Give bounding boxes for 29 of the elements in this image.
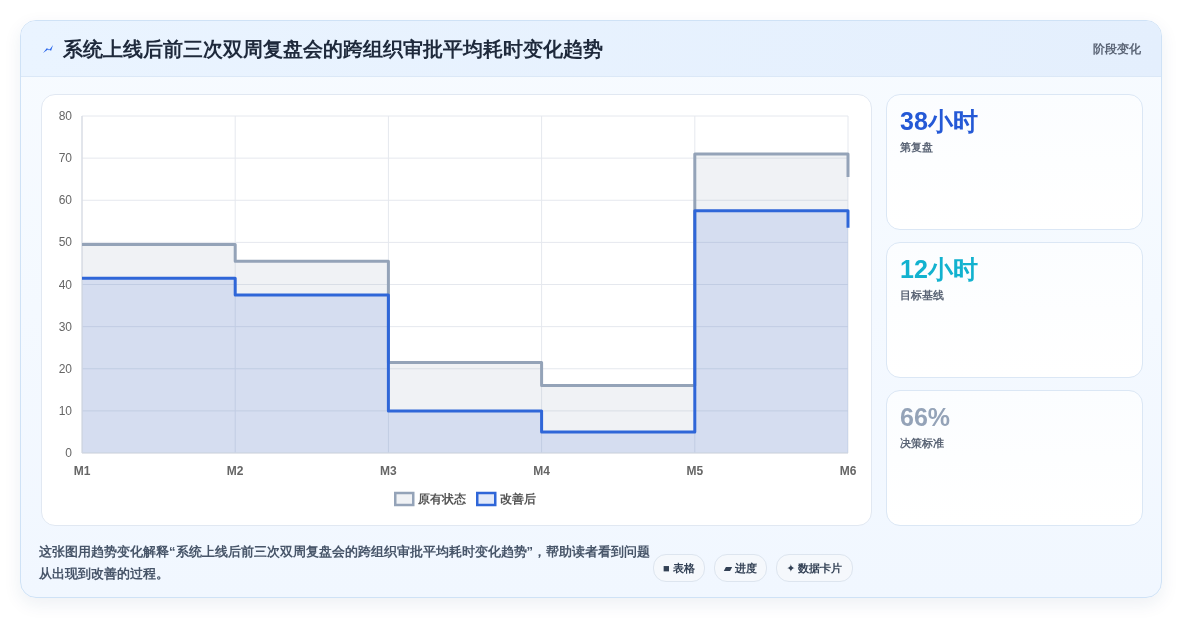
text: ✦ 数据卡片: [776, 554, 853, 582]
chart-title: 系统上线后前三次双周复盘会的跨组织审批平均耗时变化趋势: [63, 37, 603, 62]
y-tick-label: 80: [58, 109, 73, 123]
y-tick-label: 40: [58, 277, 73, 292]
y-tick-label: 70: [58, 151, 73, 166]
x-tick-label: M6: [839, 464, 857, 478]
x-tick-label: M5: [686, 464, 704, 478]
y-tick-label: 60: [58, 193, 73, 208]
x-tick-label: M3: [380, 464, 398, 478]
text: 目标基线: [900, 288, 944, 303]
text: 38小时: [900, 106, 978, 137]
text: 66%: [900, 402, 951, 433]
y-tick-label: 0: [65, 446, 73, 460]
legend-label: 改善后: [500, 492, 536, 506]
text: 决策标准: [900, 436, 944, 451]
text: 阶段变化: [1093, 41, 1141, 58]
x-tick-label: M1: [73, 464, 91, 478]
y-tick-label: 20: [58, 361, 73, 376]
y-tick-label: 30: [58, 319, 73, 334]
text: 第复盘: [900, 140, 933, 155]
x-tick-label: M2: [226, 464, 244, 478]
text: ■ 表格: [653, 554, 705, 582]
y-tick-label: 10: [58, 403, 73, 418]
text: ▰ 进度: [713, 554, 768, 582]
legend-label: 原有状态: [417, 492, 467, 506]
y-tick-label: 50: [58, 235, 73, 250]
text: 12小时: [900, 254, 978, 285]
x-tick-label: M4: [533, 464, 551, 478]
text: 这张图用趋势变化解释“系统上线后前三次双周复盘会的跨组织审批平均耗时变化趋势”，帮助读者看到问题从出现到改善的过程。: [39, 543, 651, 583]
